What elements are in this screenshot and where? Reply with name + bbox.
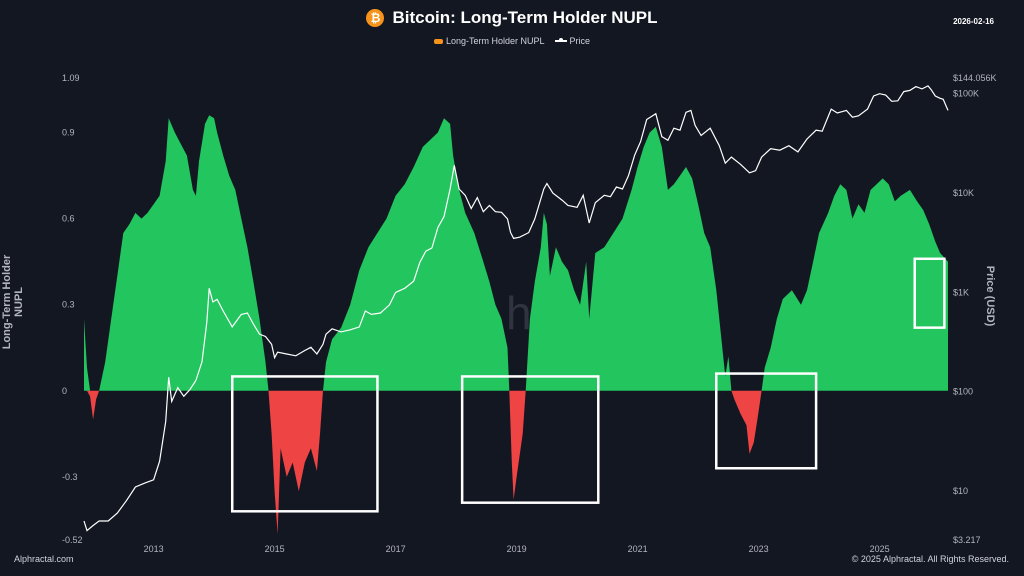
price-line-layer xyxy=(83,85,949,532)
y2-tick-label: $10 xyxy=(953,486,968,496)
x-tick-label: 2025 xyxy=(870,544,890,554)
y-tick-label: -0.3 xyxy=(62,472,78,482)
legend-item-price[interactable]: Price xyxy=(554,36,591,46)
x-tick-label: 2019 xyxy=(507,544,527,554)
price-line xyxy=(83,85,949,532)
y-tick-label: 1.09 xyxy=(62,73,80,83)
y-tick-label: 0.9 xyxy=(62,128,75,138)
chart-title: Bitcoin: Long-Term Holder NUPL xyxy=(392,8,658,27)
y2-tick-label: $10K xyxy=(953,188,974,198)
legend: Long-Term Holder NUPL Price xyxy=(0,36,1024,46)
watermark: h xyxy=(506,287,532,339)
axis-layer: 1.09 0.9 0.6 0.3 0 -0.3 -0.52 $144.056K $100K $10… xyxy=(62,73,997,554)
x-tick-label: 2017 xyxy=(386,544,406,554)
y2-tick-label: $100 xyxy=(953,387,973,397)
highlight-box-3 xyxy=(715,372,818,470)
chart-date: 2026-02-16 xyxy=(953,17,994,26)
highlight-box-4 xyxy=(913,257,946,329)
y2-axis-title: Price (USD) xyxy=(984,265,996,327)
footer-site: Alphractal.com xyxy=(14,554,74,564)
x-tick-label: 2021 xyxy=(628,544,648,554)
legend-label-price: Price xyxy=(569,36,591,46)
y-tick-label: 0.3 xyxy=(62,300,75,310)
nupl-area-negative xyxy=(84,390,948,535)
legend-item-nupl[interactable]: Long-Term Holder NUPL xyxy=(433,36,545,46)
legend-swatch-price xyxy=(554,38,567,42)
legend-swatch-nupl xyxy=(433,38,443,44)
y-tick-label: 0 xyxy=(62,386,67,396)
y2-tick-label: $3.217 xyxy=(953,535,981,545)
y-axis-title: Long-Term Holder NUPL xyxy=(1,254,25,350)
highlight-box-2 xyxy=(460,375,600,504)
bitcoin-icon: ₿ xyxy=(366,9,385,27)
y2-tick-label: $144.056K xyxy=(953,73,997,83)
x-tick-label: 2013 xyxy=(144,544,164,554)
highlight-box-layer xyxy=(230,257,946,513)
x-tick-label: 2015 xyxy=(265,544,285,554)
highlight-box-1 xyxy=(230,375,379,513)
y-tick-label: -0.52 xyxy=(62,535,83,545)
y2-tick-label: $100K xyxy=(953,89,979,99)
legend-label-nupl: Long-Term Holder NUPL xyxy=(445,36,545,46)
nupl-area-positive xyxy=(84,115,948,391)
chart-title-bar: ₿ Bitcoin: Long-Term Holder NUPL xyxy=(0,8,1024,28)
y2-tick-label: $1K xyxy=(953,287,969,297)
y-tick-label: 0.6 xyxy=(62,214,75,224)
nupl-area-layer xyxy=(84,115,948,535)
x-tick-label: 2023 xyxy=(749,544,769,554)
footer-copyright: © 2025 Alphractal. All Rights Reserved. xyxy=(851,554,1009,564)
